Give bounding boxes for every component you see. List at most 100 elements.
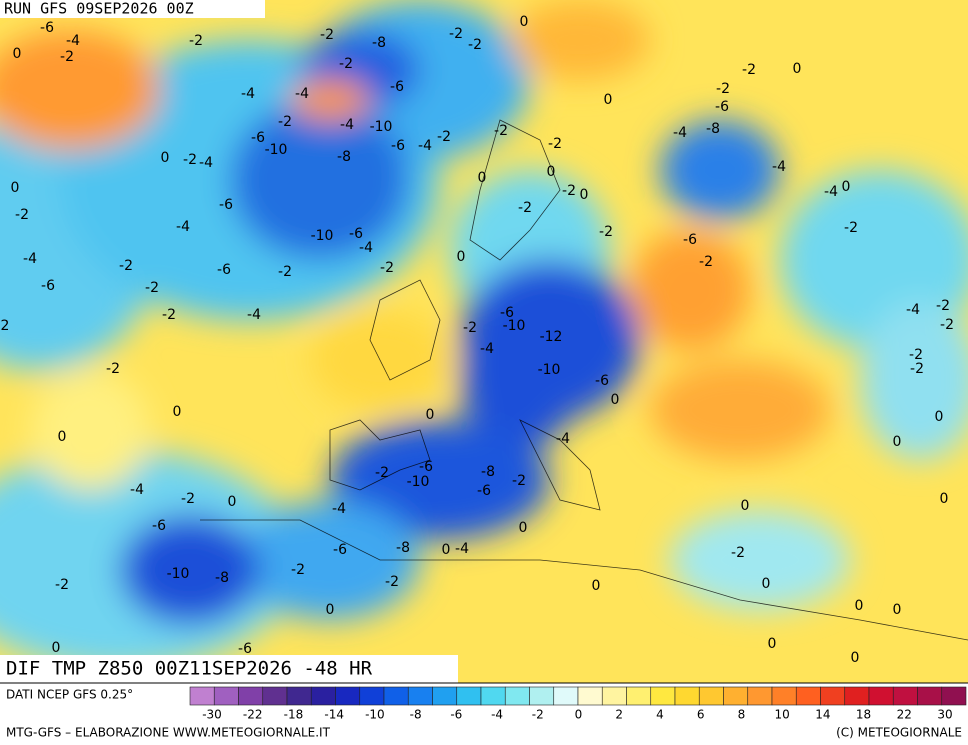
contour-label: -10 [538, 362, 561, 378]
contour-label: 0 [893, 434, 902, 450]
contour-label: 0 [228, 494, 237, 510]
contour-label: -2 [599, 224, 613, 240]
contour-label: 0 [13, 46, 22, 62]
contour-label: -6 [683, 232, 697, 248]
contour-label: -4 [199, 155, 213, 171]
color-swatch [335, 686, 361, 706]
scale-label: 2 [615, 708, 623, 722]
color-swatch [844, 686, 870, 706]
contour-label: -2 [449, 26, 463, 42]
scale-label: -18 [284, 708, 304, 722]
contour-label: -2 [162, 307, 176, 323]
scale-label: 0 [575, 708, 583, 722]
color-swatch [917, 686, 943, 706]
contour-label: -2 [518, 200, 532, 216]
contour-label: 0 [11, 180, 20, 196]
contour-label: -2 [909, 347, 923, 363]
contour-label: -10 [370, 119, 393, 135]
contour-label: 0 [604, 92, 613, 108]
contour-label: 0 [611, 392, 620, 408]
contour-label: -6 [219, 197, 233, 213]
scale-label: -10 [365, 708, 385, 722]
map-title: DIF TMP Z850 00Z11SEP2026 -48 HR [6, 658, 373, 680]
contour-label: -8 [396, 540, 410, 556]
contour-label: -2 [291, 562, 305, 578]
color-scale: -30 -22 -18 -14 -10 -8 -6 -4 -2 0 2 4 6 8 10 14 18 22 30 [189, 686, 967, 722]
contour-label: -2 [278, 264, 292, 280]
contour-label: 0 [855, 598, 864, 614]
contour-label: -10 [503, 318, 526, 334]
color-swatch [868, 686, 894, 706]
contour-label: -4 [480, 341, 494, 357]
contour-label: -2 [385, 574, 399, 590]
contour-labels: -6-4-20-2 -2 -8-2-20-2-4 -4 -6-2 -4 -10-6 -4-2-… [1, 14, 954, 666]
contour-label: -2 [55, 577, 69, 593]
scale-label: 10 [774, 708, 789, 722]
color-swatch [601, 686, 627, 706]
contour-label: -4 [176, 219, 190, 235]
contour-label: -6 [477, 483, 491, 499]
contour-label: -12 [540, 329, 563, 345]
run-label: RUN GFS 09SEP2026 00Z [4, 0, 194, 18]
contour-label: 0 [52, 640, 61, 656]
color-swatch [262, 686, 288, 706]
contour-label: -4 [556, 431, 570, 447]
color-swatch [650, 686, 676, 706]
contour-label: 0 [851, 650, 860, 666]
color-swatch [723, 686, 749, 706]
contour-label: -2 [339, 56, 353, 72]
contour-label: -2 [463, 320, 477, 336]
footer-left: MTG-GFS – ELABORAZIONE WWW.METEOGIORNALE… [6, 726, 331, 740]
contour-label: -2 [844, 220, 858, 236]
contour-label: -2 [562, 183, 576, 199]
contour-label: 0 [173, 404, 182, 420]
contour-label: -2 [181, 491, 195, 507]
contour-label: -6 [500, 305, 514, 321]
contour-label: 0 [592, 578, 601, 594]
contour-label: -4 [340, 117, 354, 133]
contour-label: 0 [442, 542, 451, 558]
contour-label: -6 [238, 641, 252, 657]
contour-label: -6 [595, 373, 609, 389]
color-swatch [286, 686, 312, 706]
contour-label: 0 [58, 429, 67, 445]
contour-label: -2 [910, 361, 924, 377]
scale-label: -30 [202, 708, 222, 722]
contour-label: -2 [716, 81, 730, 97]
contour-label: -2 [278, 114, 292, 130]
contour-label: 0 [580, 187, 589, 203]
scale-label: -2 [532, 708, 544, 722]
scale-label: -22 [243, 708, 263, 722]
contour-label: -10 [265, 142, 288, 158]
contour-label: 0 [547, 164, 556, 180]
color-swatch [529, 686, 555, 706]
contour-label: -8 [706, 121, 720, 137]
contour-label: 0 [842, 179, 851, 195]
map-field [0, 0, 968, 683]
contour-label: -2 [731, 545, 745, 561]
contour-label: -6 [333, 542, 347, 558]
contour-label: -4 [824, 184, 838, 200]
scale-label: 6 [697, 708, 705, 722]
contour-label: -2 [189, 33, 203, 49]
contour-label: -2 [936, 298, 950, 314]
contour-label: -8 [372, 35, 386, 51]
contour-label: -6 [349, 226, 363, 242]
contour-label: -2 [15, 207, 29, 223]
color-swatch [795, 686, 821, 706]
contour-label: -4 [418, 138, 432, 154]
contour-label: 0 [741, 498, 750, 514]
contour-label: -6 [41, 278, 55, 294]
contour-label: -4 [247, 307, 261, 323]
contour-label: -2 [106, 361, 120, 377]
contour-label: 2 [1, 318, 10, 334]
color-swatch [383, 686, 409, 706]
contour-label: -4 [130, 482, 144, 498]
contour-label: -10 [311, 228, 334, 244]
color-swatch [359, 686, 385, 706]
color-swatch [941, 686, 967, 706]
color-swatch [771, 686, 797, 706]
contour-label: -4 [906, 302, 920, 318]
contour-label: -2 [375, 465, 389, 481]
title-box [0, 655, 458, 683]
